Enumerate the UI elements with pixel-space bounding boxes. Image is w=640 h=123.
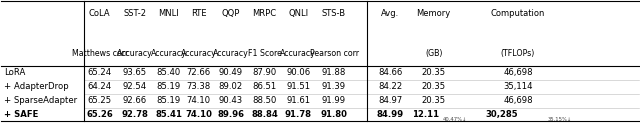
Text: QQP: QQP <box>221 9 240 18</box>
Text: 91.88: 91.88 <box>322 68 346 77</box>
Text: 72.66: 72.66 <box>187 68 211 77</box>
Text: 85.19: 85.19 <box>157 96 180 105</box>
Text: LoRA: LoRA <box>4 68 25 77</box>
Text: Accuracy: Accuracy <box>117 49 153 58</box>
Text: 88.84: 88.84 <box>251 110 278 119</box>
Text: 87.90: 87.90 <box>252 68 276 77</box>
Text: 20.35: 20.35 <box>422 68 445 77</box>
Text: Accuracy: Accuracy <box>151 49 186 58</box>
Text: 91.39: 91.39 <box>322 82 346 91</box>
Text: 92.66: 92.66 <box>123 96 147 105</box>
Text: 90.06: 90.06 <box>286 68 310 77</box>
Text: 65.24: 65.24 <box>88 68 112 77</box>
Text: Accuracy: Accuracy <box>280 49 316 58</box>
Text: F1 Score: F1 Score <box>248 49 282 58</box>
Text: 65.26: 65.26 <box>86 110 113 119</box>
Text: 20.35: 20.35 <box>422 96 445 105</box>
Text: SST-2: SST-2 <box>124 9 147 18</box>
Text: 91.61: 91.61 <box>286 96 310 105</box>
Text: 89.96: 89.96 <box>217 110 244 119</box>
Text: Computation: Computation <box>491 9 545 18</box>
Text: 84.97: 84.97 <box>378 96 403 105</box>
Text: 64.24: 64.24 <box>88 82 112 91</box>
Text: 84.66: 84.66 <box>378 68 403 77</box>
Text: 86.51: 86.51 <box>252 82 276 91</box>
Text: 84.99: 84.99 <box>377 110 404 119</box>
Text: Pearson corr: Pearson corr <box>310 49 358 58</box>
Text: 35,114: 35,114 <box>503 82 532 91</box>
Text: 30,285: 30,285 <box>486 110 518 119</box>
Text: 65.25: 65.25 <box>88 96 112 105</box>
Text: Memory: Memory <box>417 9 451 18</box>
Text: 92.78: 92.78 <box>122 110 148 119</box>
Text: MRPC: MRPC <box>252 9 276 18</box>
Text: CoLA: CoLA <box>89 9 111 18</box>
Text: 85.41: 85.41 <box>155 110 182 119</box>
Text: (GB): (GB) <box>425 49 442 58</box>
Text: 89.02: 89.02 <box>218 82 243 91</box>
Text: 85.40: 85.40 <box>157 68 180 77</box>
Text: 46,698: 46,698 <box>503 96 532 105</box>
Text: 91.51: 91.51 <box>286 82 310 91</box>
Text: Matthews corr: Matthews corr <box>72 49 128 58</box>
Text: 35.15%↓: 35.15%↓ <box>547 117 572 122</box>
Text: + AdapterDrop: + AdapterDrop <box>4 82 68 91</box>
Text: Accuracy: Accuracy <box>212 49 248 58</box>
Text: 85.19: 85.19 <box>157 82 180 91</box>
Text: RTE: RTE <box>191 9 207 18</box>
Text: 74.10: 74.10 <box>185 110 212 119</box>
Text: 12.11: 12.11 <box>412 110 440 119</box>
Text: 90.43: 90.43 <box>218 96 243 105</box>
Text: 91.99: 91.99 <box>322 96 346 105</box>
Text: 93.65: 93.65 <box>123 68 147 77</box>
Text: QNLI: QNLI <box>288 9 308 18</box>
Text: 84.22: 84.22 <box>378 82 403 91</box>
Text: (TFLOPs): (TFLOPs) <box>501 49 535 58</box>
Text: + SAFE: + SAFE <box>4 110 38 119</box>
Text: 92.54: 92.54 <box>123 82 147 91</box>
Text: 40.47%↓: 40.47%↓ <box>442 117 467 122</box>
Text: 73.38: 73.38 <box>186 82 211 91</box>
Text: 90.49: 90.49 <box>218 68 243 77</box>
Text: 88.50: 88.50 <box>252 96 276 105</box>
Text: 46,698: 46,698 <box>503 68 532 77</box>
Text: 20.35: 20.35 <box>422 82 445 91</box>
Text: Avg.: Avg. <box>381 9 399 18</box>
Text: MNLI: MNLI <box>158 9 179 18</box>
Text: 74.10: 74.10 <box>187 96 211 105</box>
Text: + SparseAdapter: + SparseAdapter <box>4 96 77 105</box>
Text: 91.80: 91.80 <box>321 110 348 119</box>
Text: STS-B: STS-B <box>322 9 346 18</box>
Text: 91.78: 91.78 <box>285 110 312 119</box>
Text: Accuracy: Accuracy <box>180 49 216 58</box>
